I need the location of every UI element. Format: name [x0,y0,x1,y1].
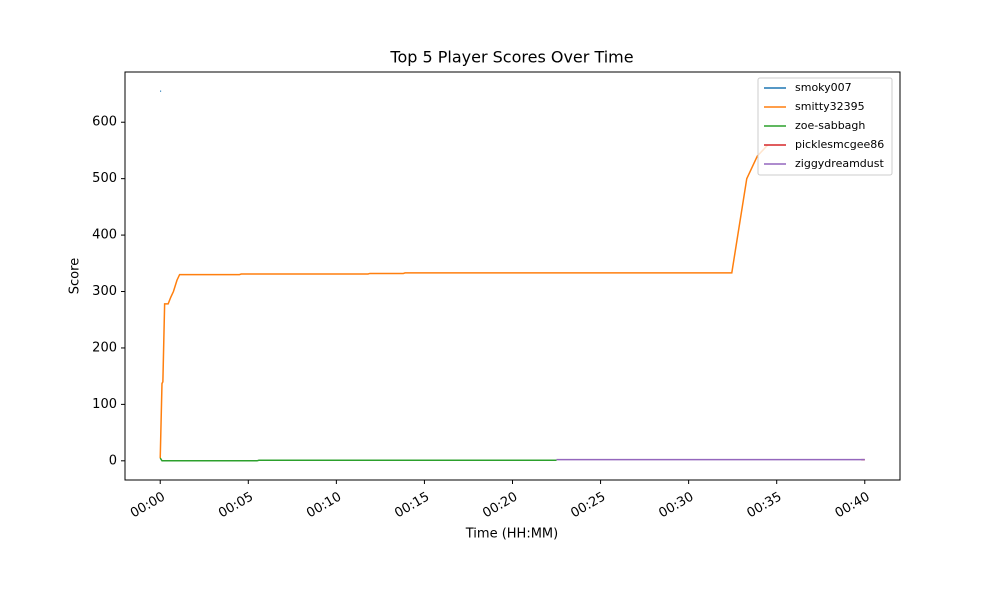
x-tick-label: 00:10 [304,490,344,522]
series-line [159,144,769,459]
x-tick-label: 00:35 [745,490,785,522]
legend-label: zoe-sabbagh [795,119,865,132]
legend-label: smitty32395 [795,100,865,113]
x-tick-label: 00:00 [128,490,168,522]
y-tick-label: 200 [92,340,117,355]
y-tick-label: 400 [92,228,117,243]
x-tick-label: 00:25 [568,490,608,522]
legend-label: smoky007 [795,81,852,94]
legend-box [757,77,893,176]
x-tick-label: 00:30 [656,490,696,522]
x-tick-label: 00:15 [392,490,432,522]
y-tick-label: 0 [109,453,117,468]
plot-area [159,90,865,462]
y-tick-label: 500 [92,171,117,186]
legend-label: picklesmcgee86 [795,138,884,151]
x-tick-label: 00:05 [216,490,256,522]
chart-title: Top 5 Player Scores Over Time [389,48,633,67]
y-tick-label: 100 [92,397,117,412]
y-tick-label: 300 [92,284,117,299]
x-tick-label: 00:40 [833,490,873,522]
y-axis-label: Score [68,258,83,294]
legend: smoky007 smitty32395 zoe-sabbagh picklesmcg… [757,77,893,176]
series-line [159,457,557,462]
x-axis-label: Time (HH:MM) [465,527,558,542]
x-tick-label: 00:20 [480,490,520,522]
y-tick-label: 600 [92,115,117,130]
legend-label: ziggydreamdust [795,157,884,170]
